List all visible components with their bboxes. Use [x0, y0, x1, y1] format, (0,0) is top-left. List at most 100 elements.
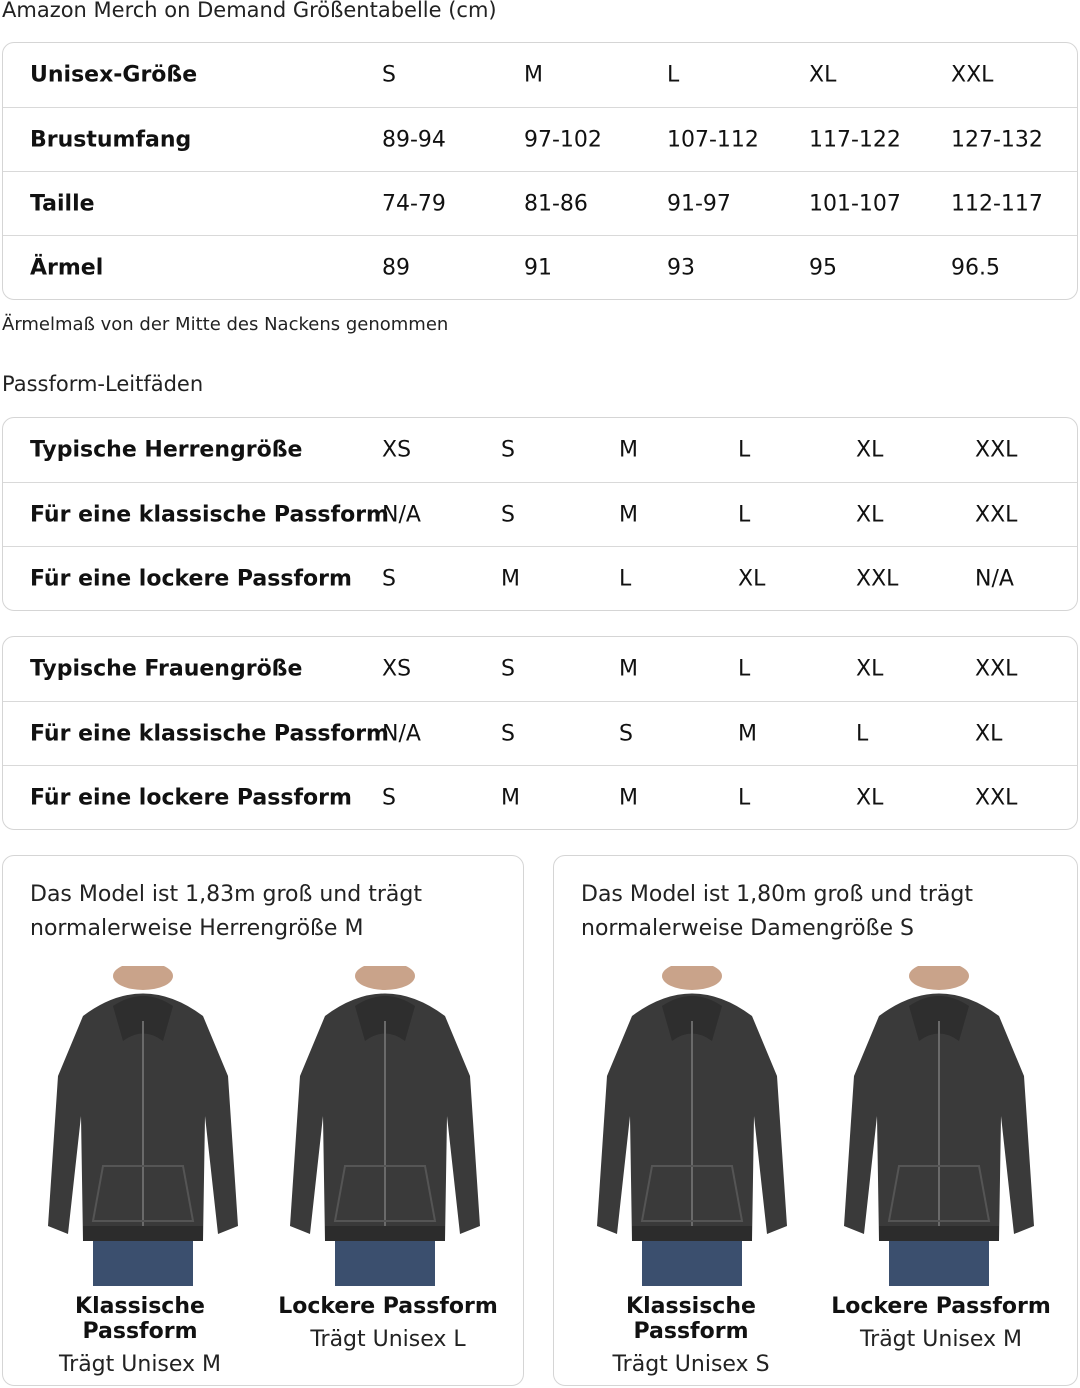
table-cell: M: [619, 785, 638, 810]
wears-label: Trägt Unisex M: [859, 1327, 1023, 1352]
table-cell: S: [501, 437, 515, 463]
table-cell: XS: [382, 656, 412, 682]
table-cell: XXL: [951, 62, 994, 88]
fit-label: Klassische Passform: [626, 1294, 756, 1344]
table-cell: S: [501, 502, 515, 527]
table-cell: M: [501, 785, 520, 810]
wears-label: Trägt Unisex L: [310, 1327, 466, 1352]
table-cell: M: [619, 437, 638, 463]
model-description: Das Model ist 1,83m groß und trägt norma…: [30, 882, 422, 941]
fit-label: Lockere Passform: [278, 1294, 498, 1319]
table-cell: S: [501, 721, 515, 746]
sleeve-note: Ärmelmaß von der Mitte des Nackens genom…: [2, 314, 449, 335]
table-cell: XXL: [975, 785, 1018, 810]
table-row: Unisex-Größe S M L XL XXL: [3, 43, 1077, 107]
table-cell: 101-107: [809, 191, 901, 216]
table-cell: M: [501, 566, 520, 591]
row-label: Brustumfang: [30, 127, 192, 152]
fit-guide-title: Passform-Leitfäden: [2, 372, 204, 396]
table-cell: 89-94: [382, 127, 446, 152]
men-fit-table: Typische Herrengröße XS S M L XL XXL Für eine k…: [2, 417, 1078, 611]
row-label: Für eine klassische Passform: [30, 721, 389, 746]
table-cell: S: [382, 62, 396, 88]
table-cell: 91-97: [667, 191, 731, 216]
model-description: Das Model ist 1,80m groß und trägt norma…: [581, 882, 973, 941]
women-fit-table: Typische Frauengröße XS S M L XL XXL Für eine k…: [2, 636, 1078, 830]
neck: [662, 966, 722, 990]
size-table: Unisex-Größe S M L XL XXL Brustumfang 89-94 97-1…: [2, 42, 1078, 300]
table-cell: XS: [382, 437, 412, 463]
table-cell: 95: [809, 255, 837, 280]
table-cell: XL: [738, 566, 766, 591]
table-cell: 91: [524, 255, 552, 280]
row-label: Ärmel: [30, 255, 104, 280]
neck: [355, 966, 415, 990]
wears-label: Trägt Unisex M: [58, 1352, 222, 1377]
table-cell: M: [619, 502, 638, 527]
table-cell: M: [738, 721, 757, 746]
table-cell: 74-79: [382, 191, 446, 216]
table-cell: L: [738, 785, 751, 810]
wears-label: Trägt Unisex S: [612, 1352, 770, 1377]
table-row: Typische Frauengröße XS S M L XL XXL: [3, 637, 1077, 701]
fit-label: Lockere Passform: [831, 1294, 1051, 1319]
row-label: Typische Herrengröße: [30, 437, 303, 463]
jeans: [642, 1236, 742, 1286]
table-cell: 96.5: [951, 255, 1000, 280]
table-cell: S: [382, 566, 396, 591]
table-cell: XL: [856, 502, 884, 527]
table-cell: M: [619, 656, 638, 682]
table-cell: 112-117: [951, 191, 1043, 216]
table-cell: L: [667, 62, 680, 88]
table-cell: 107-112: [667, 127, 759, 152]
table-cell: S: [619, 721, 633, 746]
table-row: Für eine lockere Passform S M L XL XXL N/A: [3, 546, 1077, 610]
neck: [909, 966, 969, 990]
table-row: Für eine klassische Passform N/A S M L XL XXL: [3, 482, 1077, 546]
table-cell: XL: [809, 62, 837, 88]
row-label: Taille: [30, 191, 95, 216]
table-cell: XXL: [975, 656, 1018, 682]
model-photo-classic: [592, 966, 792, 1286]
row-label: Für eine klassische Passform: [30, 502, 389, 527]
table-cell: L: [738, 502, 751, 527]
table-cell: L: [619, 566, 632, 591]
table-cell: XL: [856, 437, 884, 463]
row-label: Unisex-Größe: [30, 62, 198, 88]
jeans: [889, 1236, 989, 1286]
table-cell: XXL: [856, 566, 899, 591]
page-title: Amazon Merch on Demand Größentabelle (cm…: [2, 0, 497, 22]
table-cell: XXL: [975, 437, 1018, 463]
table-cell: 93: [667, 255, 695, 280]
jeans: [93, 1236, 193, 1286]
table-cell: S: [382, 785, 396, 810]
model-card-men: Das Model ist 1,83m groß und trägt norma…: [2, 855, 524, 1386]
row-label: Für eine lockere Passform: [30, 566, 352, 591]
table-cell: S: [501, 656, 515, 682]
table-cell: L: [738, 437, 751, 463]
table-cell: N/A: [975, 566, 1014, 591]
table-cell: L: [738, 656, 751, 682]
jeans: [335, 1236, 435, 1286]
table-cell: M: [524, 62, 543, 88]
table-cell: 89: [382, 255, 410, 280]
table-cell: 117-122: [809, 127, 901, 152]
table-row: Typische Herrengröße XS S M L XL XXL: [3, 418, 1077, 482]
neck: [113, 966, 173, 990]
row-label: Für eine lockere Passform: [30, 785, 352, 810]
table-cell: XL: [856, 656, 884, 682]
table-cell: XXL: [975, 502, 1018, 527]
row-label: Typische Frauengröße: [30, 656, 303, 682]
table-cell: 97-102: [524, 127, 602, 152]
table-row: Für eine klassische Passform N/A S S M L XL: [3, 701, 1077, 765]
model-photo-classic: [43, 966, 243, 1286]
table-cell: XL: [856, 785, 884, 810]
table-cell: 81-86: [524, 191, 588, 216]
model-photo-loose: [285, 966, 485, 1286]
table-row: Ärmel 89 91 93 95 96.5: [3, 235, 1077, 299]
model-card-women: Das Model ist 1,80m groß und trägt norma…: [553, 855, 1078, 1386]
table-cell: 127-132: [951, 127, 1043, 152]
table-row: Für eine lockere Passform S M M L XL XXL: [3, 765, 1077, 829]
table-cell: N/A: [382, 721, 421, 746]
table-cell: XL: [975, 721, 1003, 746]
